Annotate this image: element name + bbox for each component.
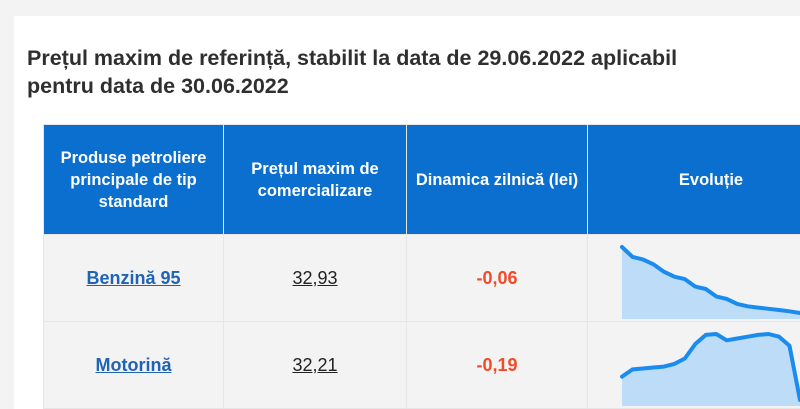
table-row: Benzină 95 32,93 -0,06 <box>43 234 800 322</box>
price-cell: 32,21 <box>223 321 407 409</box>
page-title: Prețul maxim de referință, stabilit la d… <box>27 46 678 98</box>
evolution-cell <box>587 321 800 409</box>
sparkline-benzina-95 <box>620 245 800 319</box>
product-cell: Motorină <box>43 321 224 409</box>
sparkline-area <box>622 247 800 319</box>
table-row: Motorină 32,21 -0,19 <box>43 321 800 409</box>
price-value: 32,93 <box>292 267 338 288</box>
table-header-row: Produse petroliere principale de tip sta… <box>43 124 800 235</box>
sparkline-area <box>622 334 800 406</box>
price-cell: 32,93 <box>223 234 407 322</box>
sparkline-line <box>620 245 800 315</box>
delta-value: -0,19 <box>476 354 518 375</box>
sparkline-motorina <box>620 332 800 406</box>
price-value: 32,21 <box>292 354 338 375</box>
delta-cell: -0,19 <box>406 321 588 409</box>
fuel-price-table: Produse petroliere principale de tip sta… <box>43 124 800 409</box>
delta-cell: -0,06 <box>406 234 588 322</box>
header-price: Prețul maxim de comercializare <box>223 124 407 235</box>
delta-value: -0,06 <box>476 267 518 288</box>
product-cell: Benzină 95 <box>43 234 224 322</box>
product-link-benzina-95[interactable]: Benzină 95 <box>86 267 181 288</box>
header-product: Produse petroliere principale de tip sta… <box>43 124 224 235</box>
header-delta: Dinamica zilnică (lei) <box>406 124 588 235</box>
header-evolution: Evoluție <box>587 124 800 235</box>
sparkline-line <box>620 332 800 402</box>
product-link-motorina[interactable]: Motorină <box>95 354 172 375</box>
evolution-cell <box>587 234 800 322</box>
